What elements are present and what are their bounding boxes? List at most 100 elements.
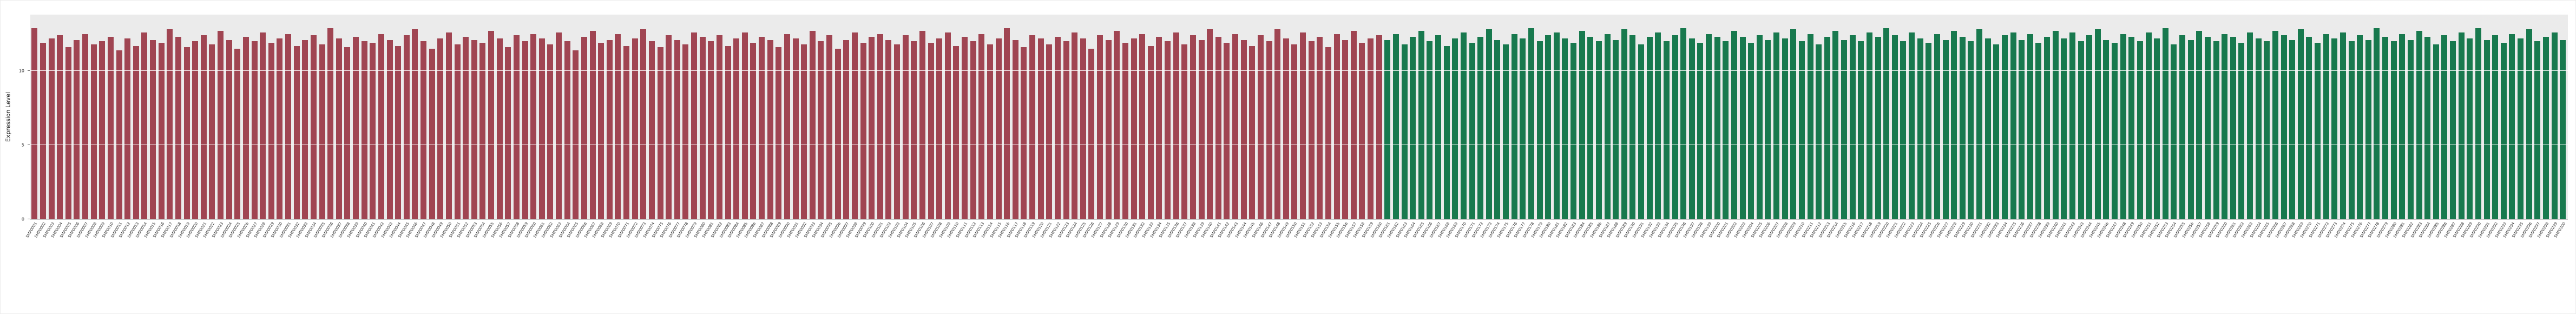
bar-slot bbox=[994, 15, 1003, 219]
bar bbox=[192, 41, 199, 219]
bar-slot bbox=[2305, 15, 2314, 219]
bar bbox=[1858, 41, 1864, 219]
bar-slot bbox=[149, 15, 157, 219]
bar bbox=[978, 34, 985, 219]
bar-slot bbox=[123, 15, 132, 219]
bar-slot bbox=[140, 15, 149, 219]
bar-slot bbox=[944, 15, 952, 219]
bar bbox=[1866, 32, 1872, 219]
bar bbox=[1816, 44, 1822, 219]
bar bbox=[251, 41, 258, 219]
bar-slot bbox=[1214, 15, 1223, 219]
bar-slot bbox=[107, 15, 115, 219]
bar bbox=[1849, 35, 1856, 219]
bar bbox=[336, 38, 342, 219]
bar bbox=[1477, 37, 1484, 219]
bar bbox=[48, 38, 55, 219]
bar bbox=[2179, 35, 2186, 219]
bar bbox=[1503, 44, 1509, 219]
bar bbox=[1917, 38, 1923, 219]
bar-slot bbox=[1239, 15, 1248, 219]
bar bbox=[741, 32, 748, 219]
bar bbox=[1714, 37, 1720, 219]
bar-slot bbox=[2398, 15, 2407, 219]
bar bbox=[792, 38, 799, 219]
bar-slot bbox=[2051, 15, 2060, 219]
bar-slot bbox=[318, 15, 326, 219]
bar-slot bbox=[1273, 15, 1282, 219]
bar bbox=[1046, 44, 1053, 219]
bar-slot bbox=[1350, 15, 1358, 219]
bar-slot bbox=[1654, 15, 1662, 219]
bar bbox=[2433, 44, 2439, 219]
bar bbox=[1072, 32, 1078, 219]
bar-slot bbox=[2500, 15, 2508, 219]
bar bbox=[1706, 34, 1712, 219]
bar bbox=[1629, 35, 1636, 219]
bar bbox=[2230, 37, 2236, 219]
bar bbox=[496, 38, 503, 219]
bar bbox=[2052, 31, 2059, 219]
bar-slot bbox=[1612, 15, 1620, 219]
bar-slot bbox=[766, 15, 774, 219]
bar bbox=[2542, 37, 2549, 219]
bar-slot bbox=[462, 15, 470, 219]
bar bbox=[1697, 43, 1704, 219]
plot-panel bbox=[30, 15, 2568, 220]
bar-slot bbox=[39, 15, 48, 219]
bar bbox=[2264, 41, 2270, 219]
bar-slot bbox=[774, 15, 783, 219]
bar-slot bbox=[1087, 15, 1096, 219]
bar-slot bbox=[2516, 15, 2525, 219]
bar bbox=[2204, 37, 2211, 219]
bar-slot bbox=[1020, 15, 1028, 219]
bar bbox=[1342, 40, 1349, 219]
bar-slot bbox=[952, 15, 961, 219]
bar bbox=[1909, 32, 1915, 219]
bar-slot bbox=[1113, 15, 1121, 219]
bar bbox=[1173, 32, 1179, 219]
bar-slot bbox=[791, 15, 800, 219]
bar-slot bbox=[1223, 15, 1231, 219]
bar-slot bbox=[2076, 15, 2085, 219]
bar bbox=[2069, 32, 2075, 219]
bar-slot bbox=[1916, 15, 1924, 219]
bar-slot bbox=[1713, 15, 1721, 219]
bar-slot bbox=[571, 15, 580, 219]
bar-slot bbox=[1662, 15, 1671, 219]
bar bbox=[674, 40, 680, 219]
bar-slot bbox=[918, 15, 927, 219]
bar bbox=[361, 41, 367, 219]
bar bbox=[2222, 34, 2228, 219]
bar-slot bbox=[1129, 15, 1138, 219]
bar-slot bbox=[1544, 15, 1553, 219]
bar-slot bbox=[1730, 15, 1739, 219]
x-axis-labels: SMP0001 SMP0002 SMP0003 SMP0004 SMP0005 SMP00… bbox=[25, 220, 2568, 306]
bar-slot bbox=[2508, 15, 2516, 219]
bar-slot bbox=[1815, 15, 1823, 219]
bar-slot bbox=[73, 15, 81, 219]
bar-slot bbox=[445, 15, 454, 219]
bar-slot bbox=[360, 15, 369, 219]
bar bbox=[1333, 34, 1340, 219]
bar bbox=[2001, 35, 2008, 219]
bar-slot bbox=[656, 15, 665, 219]
bar-slot bbox=[1941, 15, 1950, 219]
bar bbox=[2560, 40, 2566, 219]
bar-slot bbox=[1011, 15, 1020, 219]
bar-slot bbox=[707, 15, 715, 219]
bar bbox=[1427, 41, 1433, 219]
bar-slot bbox=[876, 15, 885, 219]
bar-slot bbox=[1341, 15, 1350, 219]
bar-slot bbox=[208, 15, 216, 219]
bar bbox=[953, 45, 960, 219]
bar bbox=[1266, 41, 1272, 219]
bar bbox=[1807, 34, 1813, 219]
bar bbox=[488, 31, 495, 219]
bar bbox=[57, 35, 63, 219]
bar bbox=[2467, 38, 2473, 219]
bar-slot bbox=[868, 15, 876, 219]
bar bbox=[894, 44, 901, 219]
bar-slot bbox=[529, 15, 538, 219]
bar bbox=[2357, 35, 2363, 219]
